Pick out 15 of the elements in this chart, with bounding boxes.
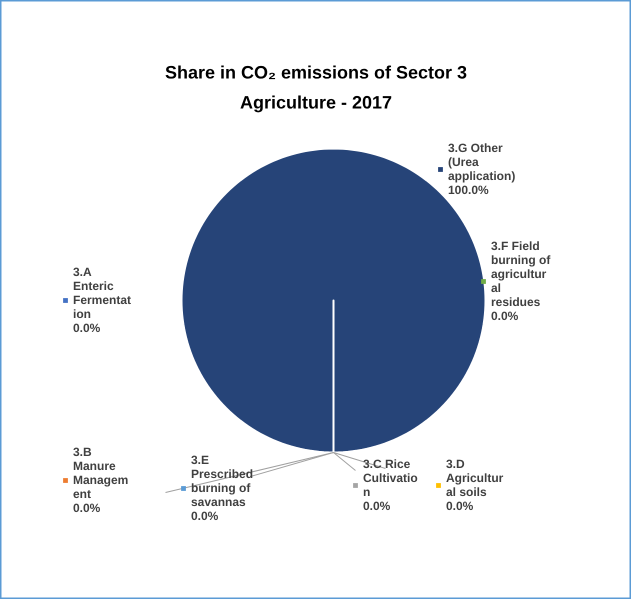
legend-label: 3.B Manure Management (73, 444, 128, 500)
text: 0.0% (73, 500, 100, 514)
legend-label: 3.C Rice Cultivation (363, 457, 418, 499)
chart-title: Share in CO₂ emissions of Sector 3 Agriculture - 2017 (164, 62, 468, 112)
text: 0.0% (191, 508, 218, 522)
legend-label: 3.A Enteric Fermentation (73, 264, 132, 320)
data-label: 100.0% (448, 183, 489, 197)
text: 0.0% (491, 309, 518, 323)
legend-label: 3.E Prescribed burning of savannas (191, 452, 254, 508)
legend-label: 3.D Agricultural soils (446, 457, 504, 499)
text: 0.0% (363, 499, 390, 513)
text: 0.0% (73, 320, 100, 334)
text: 0.0% (446, 499, 474, 513)
legend-label: 3.F Field burning of agricultural residues (491, 239, 550, 309)
legend-label: 3.G Other (Urea application) (448, 141, 516, 183)
